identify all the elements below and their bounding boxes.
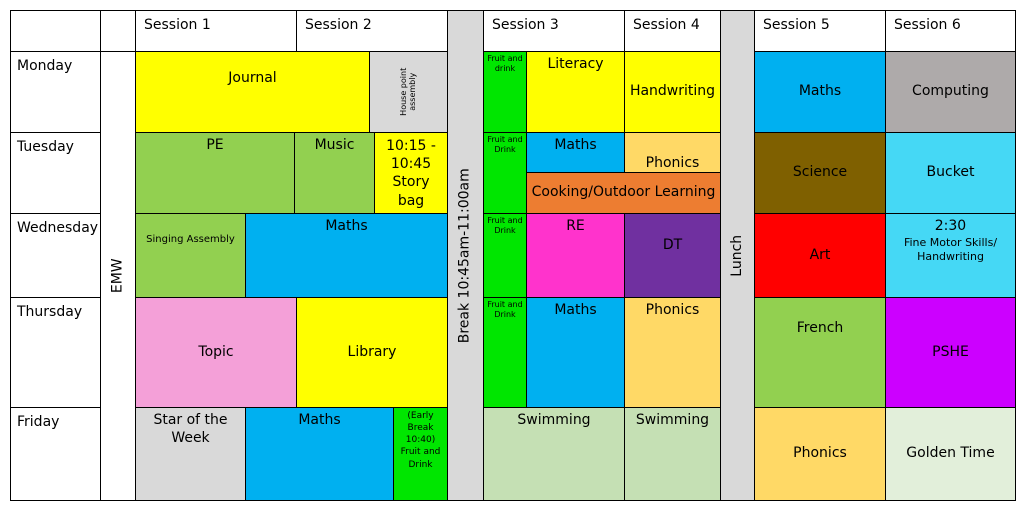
fine-motor-label: Fine Motor Skills/ Handwriting [903,235,998,264]
header-session-3: Session 3 [483,10,625,52]
wednesday-re: RE [526,213,625,298]
thursday-library: Library [296,297,448,408]
emw-header-cell [100,10,136,52]
day-wednesday: Wednesday [10,213,101,298]
break-band: Break 10:45am-11:00am [447,10,484,501]
day-friday: Friday [10,407,101,501]
tuesday-bucket: Bucket [885,132,1016,214]
thursday-pshe: PSHE [885,297,1016,408]
thursday-french: French [754,297,886,408]
monday-house-point-assembly: House point assembly [369,51,448,133]
friday-golden-time: Golden Time [885,407,1016,501]
thursday-topic: Topic [135,297,297,408]
house-point-label: House point assembly [398,68,417,117]
wednesday-singing-assembly: Singing Assembly [135,213,246,298]
monday-handwriting: Handwriting [624,51,721,133]
friday-early-break: (Early Break 10:40) Fruit and Drink [393,407,448,501]
monday-computing: Computing [885,51,1016,133]
wednesday-art: Art [754,213,886,298]
wednesday-fruit-drink: Fruit and Drink [483,213,527,298]
monday-journal: Journal [135,51,370,133]
thursday-maths: Maths [526,297,625,408]
tuesday-phonics: Phonics [624,132,721,173]
header-session-5: Session 5 [754,10,886,52]
monday-maths: Maths [754,51,886,133]
thursday-fruit-drink: Fruit and Drink [483,297,527,408]
monday-fruit-drink: Fruit and drink [483,51,527,133]
tuesday-cooking-outdoor-learning: Cooking/Outdoor Learning [526,172,721,214]
wednesday-dt: DT [624,213,721,298]
tuesday-music: Music [294,132,375,214]
tuesday-fruit-drink: Fruit and Drink [483,132,527,214]
tuesday-pe: PE [135,132,295,214]
monday-literacy: Literacy [526,51,625,133]
corner-cell [10,10,101,52]
day-monday: Monday [10,51,101,133]
wednesday-fine-motor-skills: 2:30 Fine Motor Skills/ Handwriting [885,213,1016,298]
emw-band: EMW [100,51,136,501]
header-session-4: Session 4 [624,10,721,52]
day-thursday: Thursday [10,297,101,408]
header-session-2: Session 2 [296,10,448,52]
lunch-label: Lunch [728,234,745,277]
friday-star-of-the-week: Star of the Week [135,407,246,501]
header-session-1: Session 1 [135,10,297,52]
header-session-6: Session 6 [885,10,1016,52]
tuesday-story-bag: 10:15 - 10:45 Story bag [374,132,448,214]
emw-label: EMW [109,258,126,294]
thursday-phonics: Phonics [624,297,721,408]
fine-motor-time: 2:30 [934,218,967,234]
friday-phonics: Phonics [754,407,886,501]
tuesday-science: Science [754,132,886,214]
lunch-band: Lunch [720,10,755,501]
friday-swimming-1: Swimming [483,407,625,501]
day-tuesday: Tuesday [10,132,101,214]
tuesday-maths: Maths [526,132,625,173]
break-label: Break 10:45am-11:00am [456,168,473,343]
wednesday-maths: Maths [245,213,448,298]
friday-swimming-2: Swimming [624,407,721,501]
friday-maths: Maths [245,407,394,501]
